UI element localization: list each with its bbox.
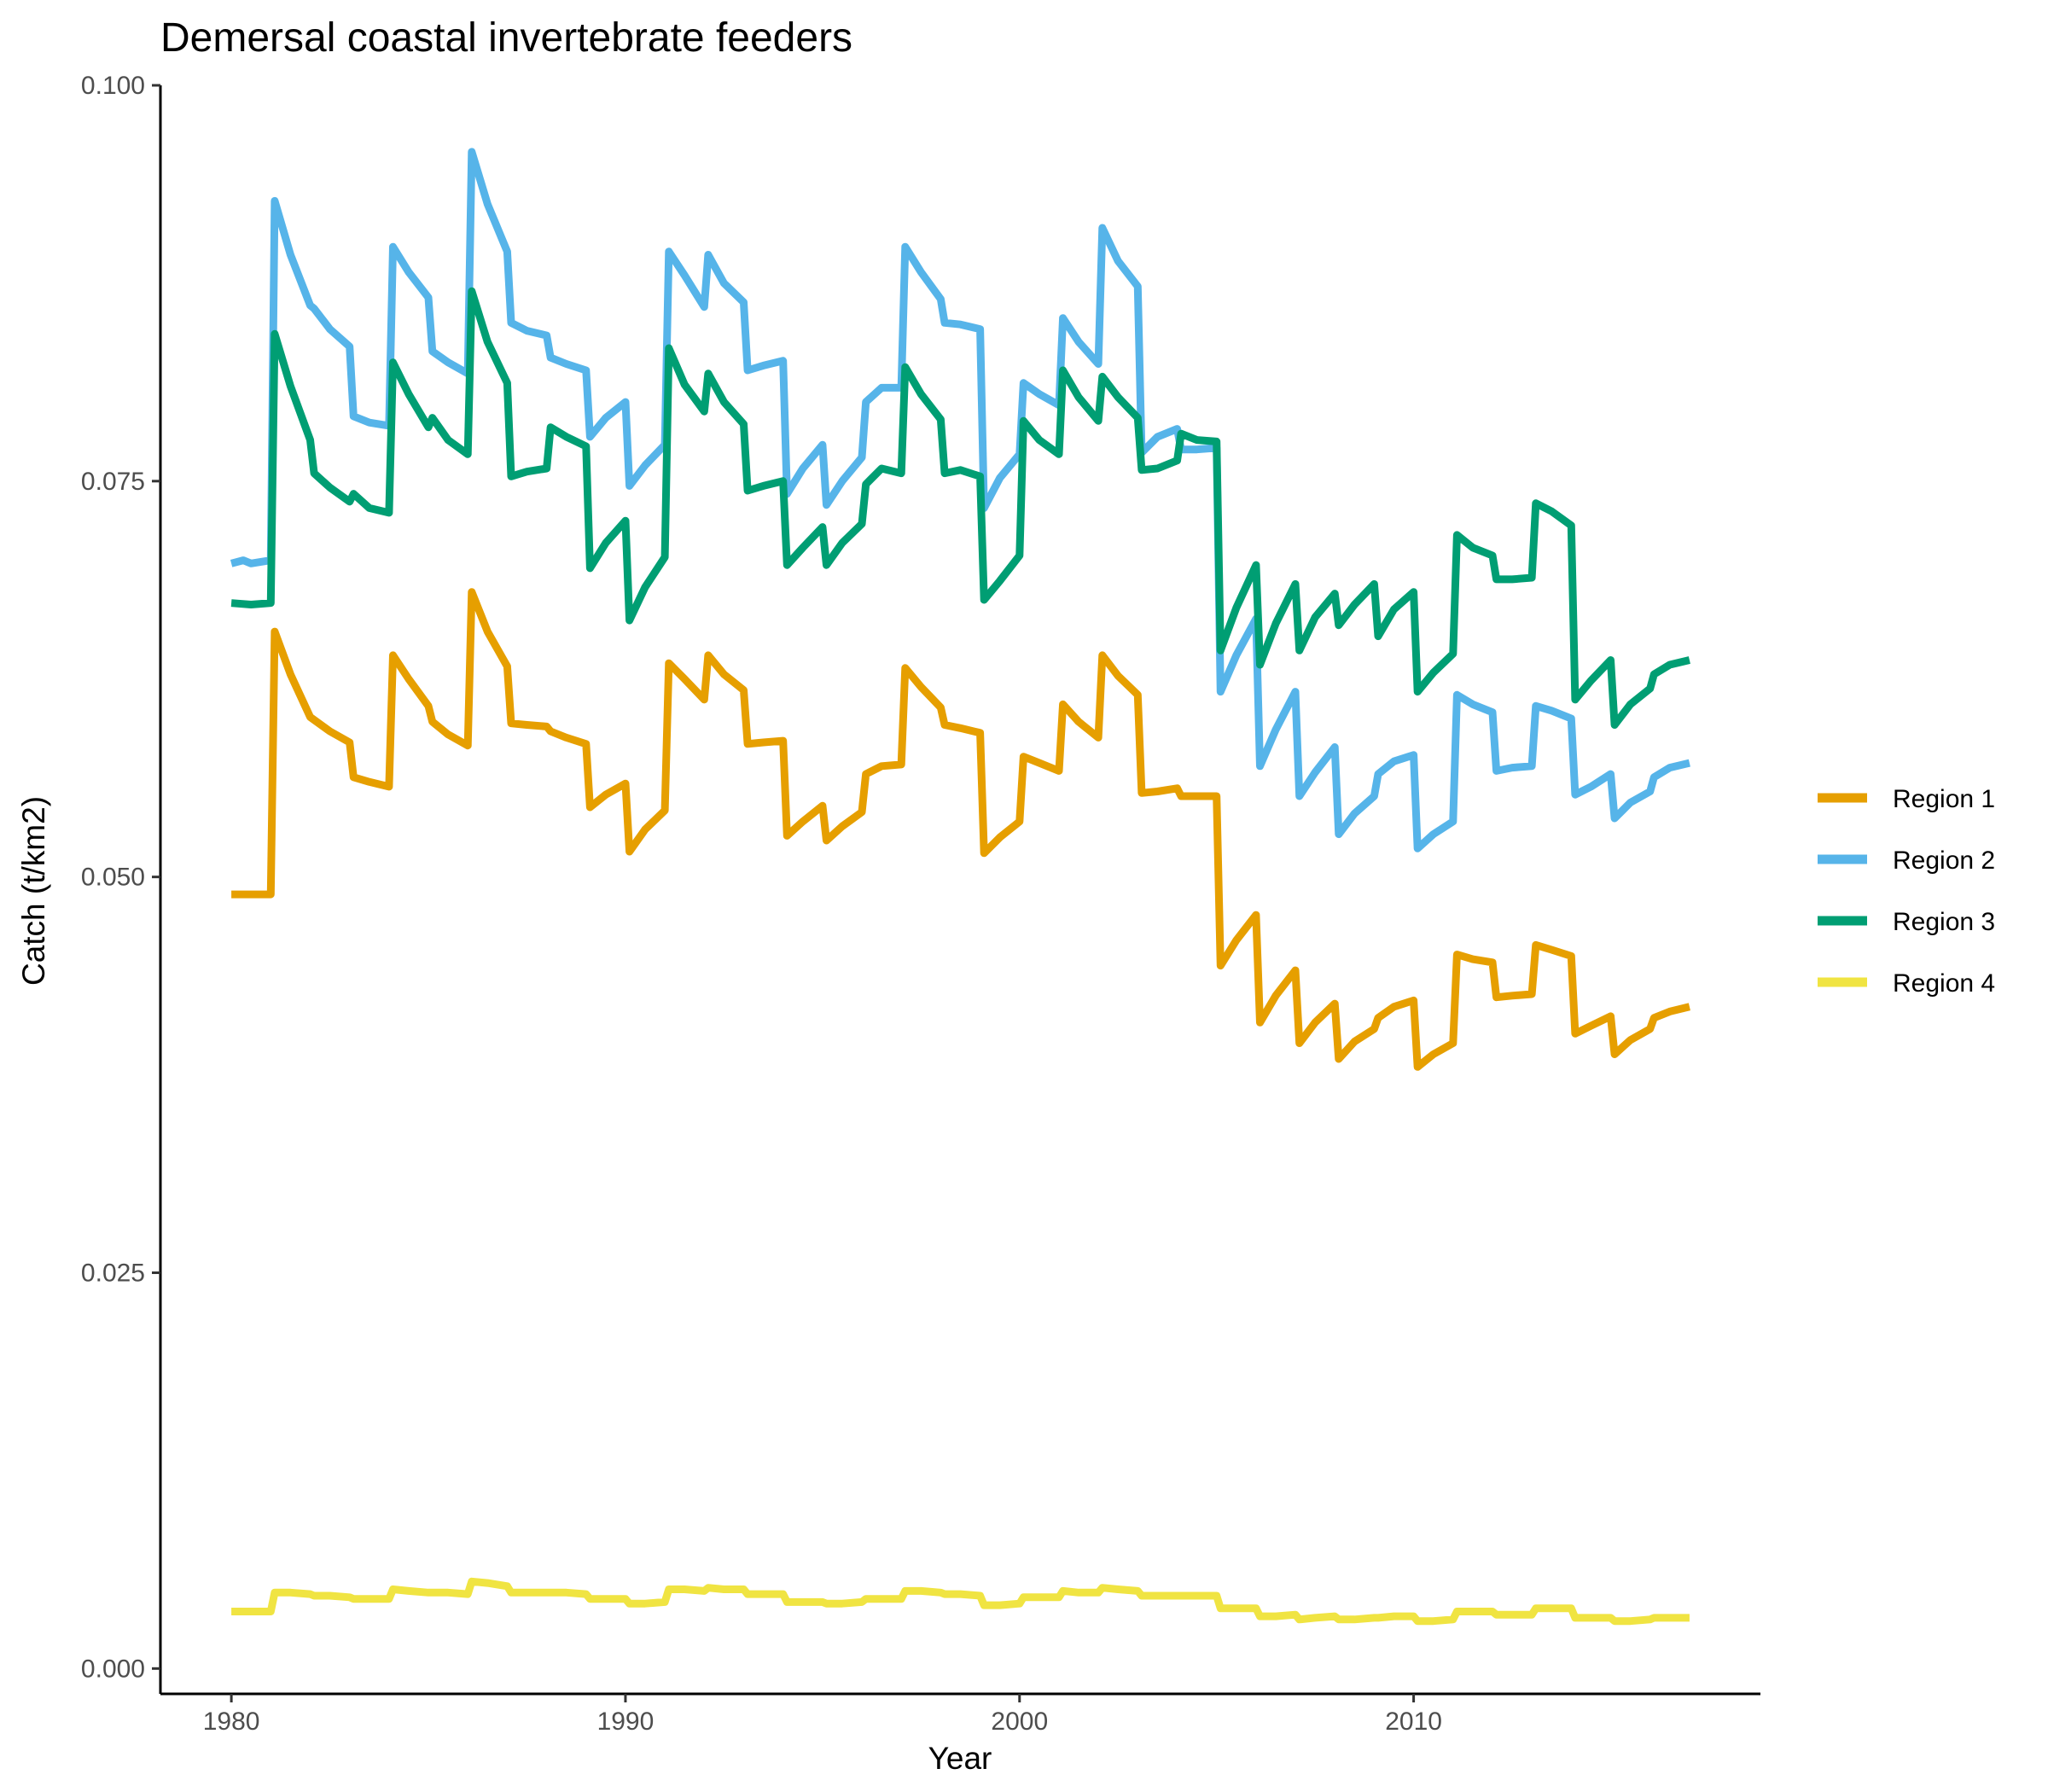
x-axis-title: Year — [928, 1741, 992, 1776]
plot-series-group — [230, 148, 1690, 1626]
chart-title: Demersal coastal invertebrate feeders — [160, 15, 852, 61]
x-axis-ticks: 1980 1990 2000 2010 — [203, 1694, 1442, 1736]
x-tick-label: 1990 — [597, 1708, 655, 1736]
y-tick-label: 0.025 — [81, 1259, 145, 1287]
y-axis-ticks: 0.000 0.025 0.050 0.075 0.100 — [81, 72, 160, 1683]
y-tick-label: 0.100 — [81, 72, 145, 100]
y-tick-label: 0.050 — [81, 864, 145, 892]
series-line-region-1 — [231, 588, 1690, 1071]
y-tick-label: 0.075 — [81, 468, 145, 496]
legend-label-region-4: Region 4 — [1893, 969, 1995, 998]
legend-label-region-1: Region 1 — [1893, 785, 1995, 813]
legend-label-region-2: Region 2 — [1893, 847, 1995, 875]
legend: Region 1 Region 2 Region 3 Region 4 — [1818, 785, 1995, 998]
x-tick-label: 1980 — [203, 1708, 260, 1736]
y-axis-title: Catch (t/km2) — [16, 796, 51, 986]
series-line-region-3 — [230, 287, 1690, 729]
series-line-region-2 — [230, 148, 1690, 852]
x-tick-label: 2010 — [1385, 1708, 1442, 1736]
y-tick-label: 0.000 — [81, 1655, 145, 1683]
series-line-region-4 — [231, 1577, 1690, 1626]
x-tick-label: 2000 — [991, 1708, 1048, 1736]
legend-label-region-3: Region 3 — [1893, 908, 1995, 936]
